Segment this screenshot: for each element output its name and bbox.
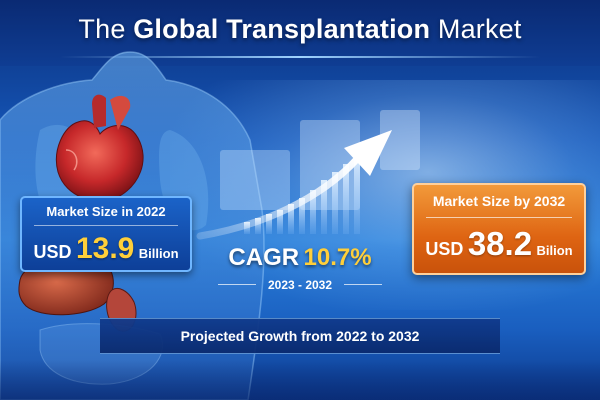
market-size-2022-label: Market Size in 2022: [46, 204, 166, 219]
title-emphasis: Global Transplantation: [133, 14, 431, 44]
market-size-2022-value: 13.9: [75, 232, 135, 265]
title-suffix: Market: [437, 14, 522, 44]
currency: USD: [33, 242, 72, 262]
market-size-2022-card: Market Size in 2022 USD 13.9 Billion: [20, 196, 192, 272]
divider: [218, 284, 256, 285]
market-size-2032-card: Market Size by 2032 USD 38.2 Bilion: [412, 183, 586, 275]
market-size-2032-label: Market Size by 2032: [432, 193, 566, 209]
title-bar: [0, 0, 600, 66]
footer-banner: Projected Growth from 2022 to 2032: [100, 318, 500, 354]
cagr-value: 10.7%: [303, 244, 372, 271]
currency: USD: [425, 239, 464, 259]
divider: [426, 217, 572, 218]
cagr-period: 2023 - 2032: [267, 278, 333, 292]
footer-text: Projected Growth from 2022 to 2032: [180, 328, 420, 344]
unit: Billion: [138, 246, 179, 261]
cagr-label: CAGR: [228, 244, 300, 271]
divider: [34, 225, 178, 226]
unit: Bilion: [536, 243, 573, 258]
cagr-display: CAGR 10.7%: [210, 244, 390, 272]
divider: [344, 284, 382, 285]
market-size-2022-value-row: USD 13.9 Billion: [22, 232, 190, 266]
page-title: The Global Transplantation Market: [0, 14, 600, 45]
title-underline: [60, 56, 540, 58]
bottom-band: [0, 360, 600, 400]
market-size-2032-value-row: USD 38.2 Bilion: [414, 225, 584, 263]
growth-arrow-icon: [196, 130, 392, 240]
lab-background: [220, 110, 420, 210]
market-size-2032-value: 38.2: [467, 225, 533, 262]
title-prefix: The: [78, 14, 126, 44]
